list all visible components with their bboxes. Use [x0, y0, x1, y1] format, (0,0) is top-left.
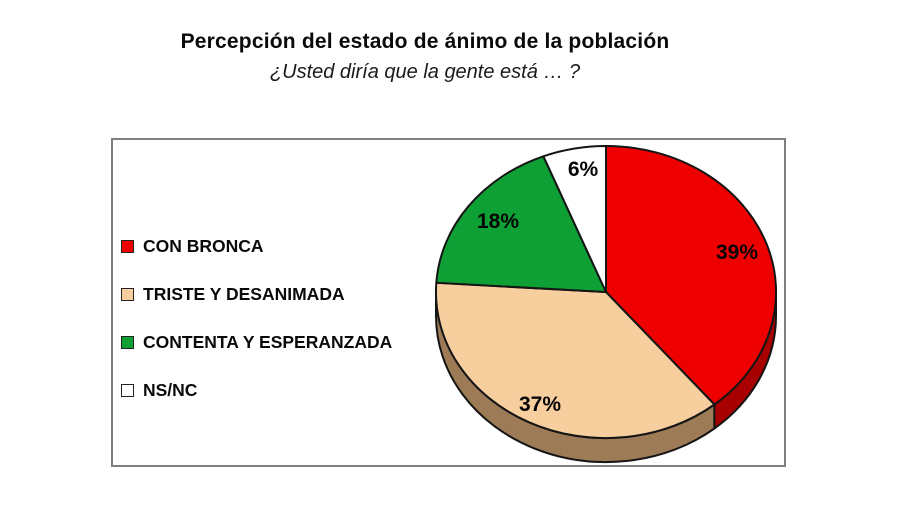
pie-chart-svg [434, 145, 778, 464]
pie-label-triste-y-desanimada: 37% [518, 393, 562, 416]
legend-swatch-white-icon [121, 383, 134, 397]
legend-swatch-tan-icon [121, 287, 134, 301]
pie-label-ns-nc: 6% [567, 158, 599, 181]
legend-label: TRISTE Y DESANIMADA [143, 283, 345, 304]
legend-item-ns-nc: NS/NC [121, 379, 392, 400]
page-subtitle: ¿Usted diría que la gente está … ? [269, 61, 581, 83]
pie-slice-con-bronca [605, 145, 778, 406]
legend-label: NS/NC [143, 379, 198, 400]
legend-item-contenta-y-esperanzada: CONTENTA Y ESPERANZADA [121, 331, 393, 352]
pie-chart: 39% 37% 18% 6% [425, 142, 790, 468]
legend-item-con-bronca: CON BRONCA [121, 235, 392, 256]
pie-slice-ns-nc [542, 145, 607, 293]
legend-swatch-green-icon [121, 335, 134, 349]
pie-slice-contenta-y-esperanzada [435, 155, 607, 293]
legend-label: CONTENTA Y ESPERANZADA [143, 331, 393, 352]
page-title: Percepción del estado de ánimo de la pob… [180, 30, 670, 53]
pie-label-con-bronca: 39% [715, 241, 759, 264]
chart-frame: CON BRONCA TRISTE Y DESANIMADA CONTENTA … [111, 138, 786, 467]
legend-item-triste-y-desanimada: TRISTE Y DESANIMADA [121, 283, 392, 304]
pie-slice-triste-y-desanimada [434, 281, 716, 440]
legend: CON BRONCA TRISTE Y DESANIMADA CONTENTA … [121, 235, 393, 429]
legend-label: CON BRONCA [143, 235, 264, 256]
pie-label-contenta-y-esperanzada: 18% [476, 210, 520, 233]
legend-swatch-red-icon [121, 239, 134, 253]
